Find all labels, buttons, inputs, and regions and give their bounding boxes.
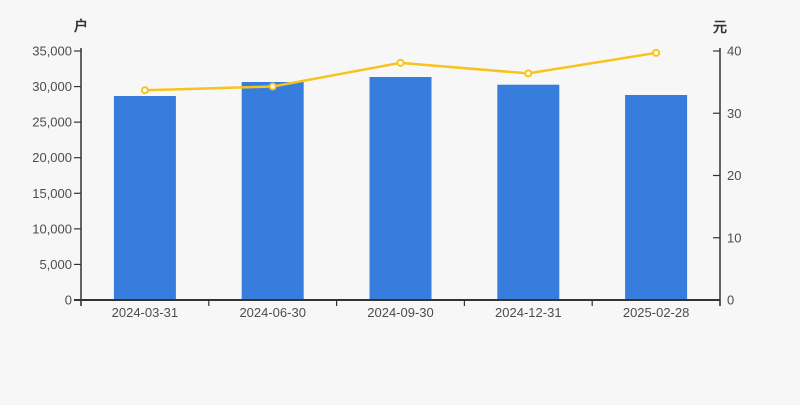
line-marker[interactable] <box>524 69 533 78</box>
right-axis-title: 元 <box>713 19 727 35</box>
left-axis-tick-label: 15,000 <box>32 186 72 201</box>
x-axis-label: 2024-12-31 <box>495 305 562 320</box>
x-axis-label: 2024-06-30 <box>239 305 306 320</box>
bar[interactable] <box>625 95 688 300</box>
x-axis-label: 2025-02-28 <box>623 305 690 320</box>
bar[interactable] <box>241 82 304 300</box>
right-axis-tick-label: 30 <box>727 106 741 121</box>
x-axis-label: 2024-03-31 <box>112 305 179 320</box>
line-marker[interactable] <box>268 82 277 91</box>
line-marker[interactable] <box>652 48 661 57</box>
right-axis-tick-label: 20 <box>727 168 741 183</box>
left-axis-tick-label: 35,000 <box>32 44 72 59</box>
left-axis-tick-label: 0 <box>65 293 72 308</box>
left-axis-tick-label: 10,000 <box>32 221 72 236</box>
line-marker[interactable] <box>396 58 405 67</box>
left-axis-tick-label: 20,000 <box>32 150 72 165</box>
bar-series-layer <box>113 77 688 300</box>
left-axis-tick-label: 30,000 <box>32 79 72 94</box>
x-axis-label: 2024-09-30 <box>367 305 434 320</box>
left-axis-tick-label: 25,000 <box>32 115 72 130</box>
left-axis-title: 户 <box>74 18 88 34</box>
axes-layer: 0 5,000 10,000 15,000 20,000 25,000 30,000 35,0… <box>32 44 741 321</box>
right-axis-tick-label: 0 <box>727 293 734 308</box>
bar[interactable] <box>497 84 560 300</box>
left-axis-tick-label: 5,000 <box>39 257 72 272</box>
right-axis-tick-label: 10 <box>727 230 741 245</box>
right-axis-tick-label: 40 <box>727 44 741 59</box>
bar[interactable] <box>113 96 176 300</box>
line-series-layer <box>140 48 661 95</box>
bar[interactable] <box>369 77 432 300</box>
line-marker[interactable] <box>140 86 149 95</box>
